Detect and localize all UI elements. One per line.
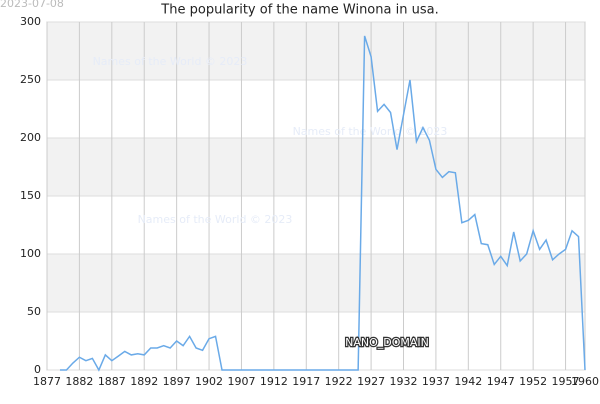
watermark: Names of the World © 2023 xyxy=(293,125,448,138)
x-tick-label: 1907 xyxy=(227,375,255,388)
x-tick-label: 1887 xyxy=(98,375,126,388)
x-tick-label: 1942 xyxy=(454,375,482,388)
y-tick-label: 100 xyxy=(20,247,41,260)
grid-band xyxy=(47,138,585,196)
watermark: Names of the World © 2023 xyxy=(138,213,293,226)
x-tick-label: 1952 xyxy=(519,375,547,388)
x-tick-label: 1877 xyxy=(33,375,61,388)
line xyxy=(59,35,586,372)
x-tick-label: 1897 xyxy=(163,375,191,388)
y-tick-label: 0 xyxy=(34,363,41,376)
chart-title: The popularity of the name Winona in usa… xyxy=(160,3,438,18)
x-tick-label: 1902 xyxy=(195,375,223,388)
x-tick-label: 1892 xyxy=(130,375,158,388)
x-tick-label: 1922 xyxy=(325,375,353,388)
x-tick-label: 1937 xyxy=(422,375,450,388)
x-tick-label: 1947 xyxy=(487,375,515,388)
x-tick-label: 1932 xyxy=(390,375,418,388)
x-tick-label: 1912 xyxy=(260,375,288,388)
y-tick-label: 250 xyxy=(20,73,41,86)
date-label: 2023-07-08 xyxy=(0,0,64,10)
y-tick-label: 150 xyxy=(20,189,41,202)
annotation: NANO_DOMAIN xyxy=(345,336,429,349)
x-tick-label: 1927 xyxy=(357,375,385,388)
x-tick-label: 1917 xyxy=(292,375,320,388)
watermark: Names of the World © 2023 xyxy=(93,55,248,68)
x-tick-label: 1960 xyxy=(571,375,599,388)
grid-band xyxy=(47,22,585,80)
x-tick-label: 1957 xyxy=(552,375,580,388)
y-tick-label: 50 xyxy=(27,305,41,318)
x-tick-label: 1882 xyxy=(65,375,93,388)
y-tick-label: 300 xyxy=(20,15,41,28)
y-tick-label: 200 xyxy=(20,131,41,144)
